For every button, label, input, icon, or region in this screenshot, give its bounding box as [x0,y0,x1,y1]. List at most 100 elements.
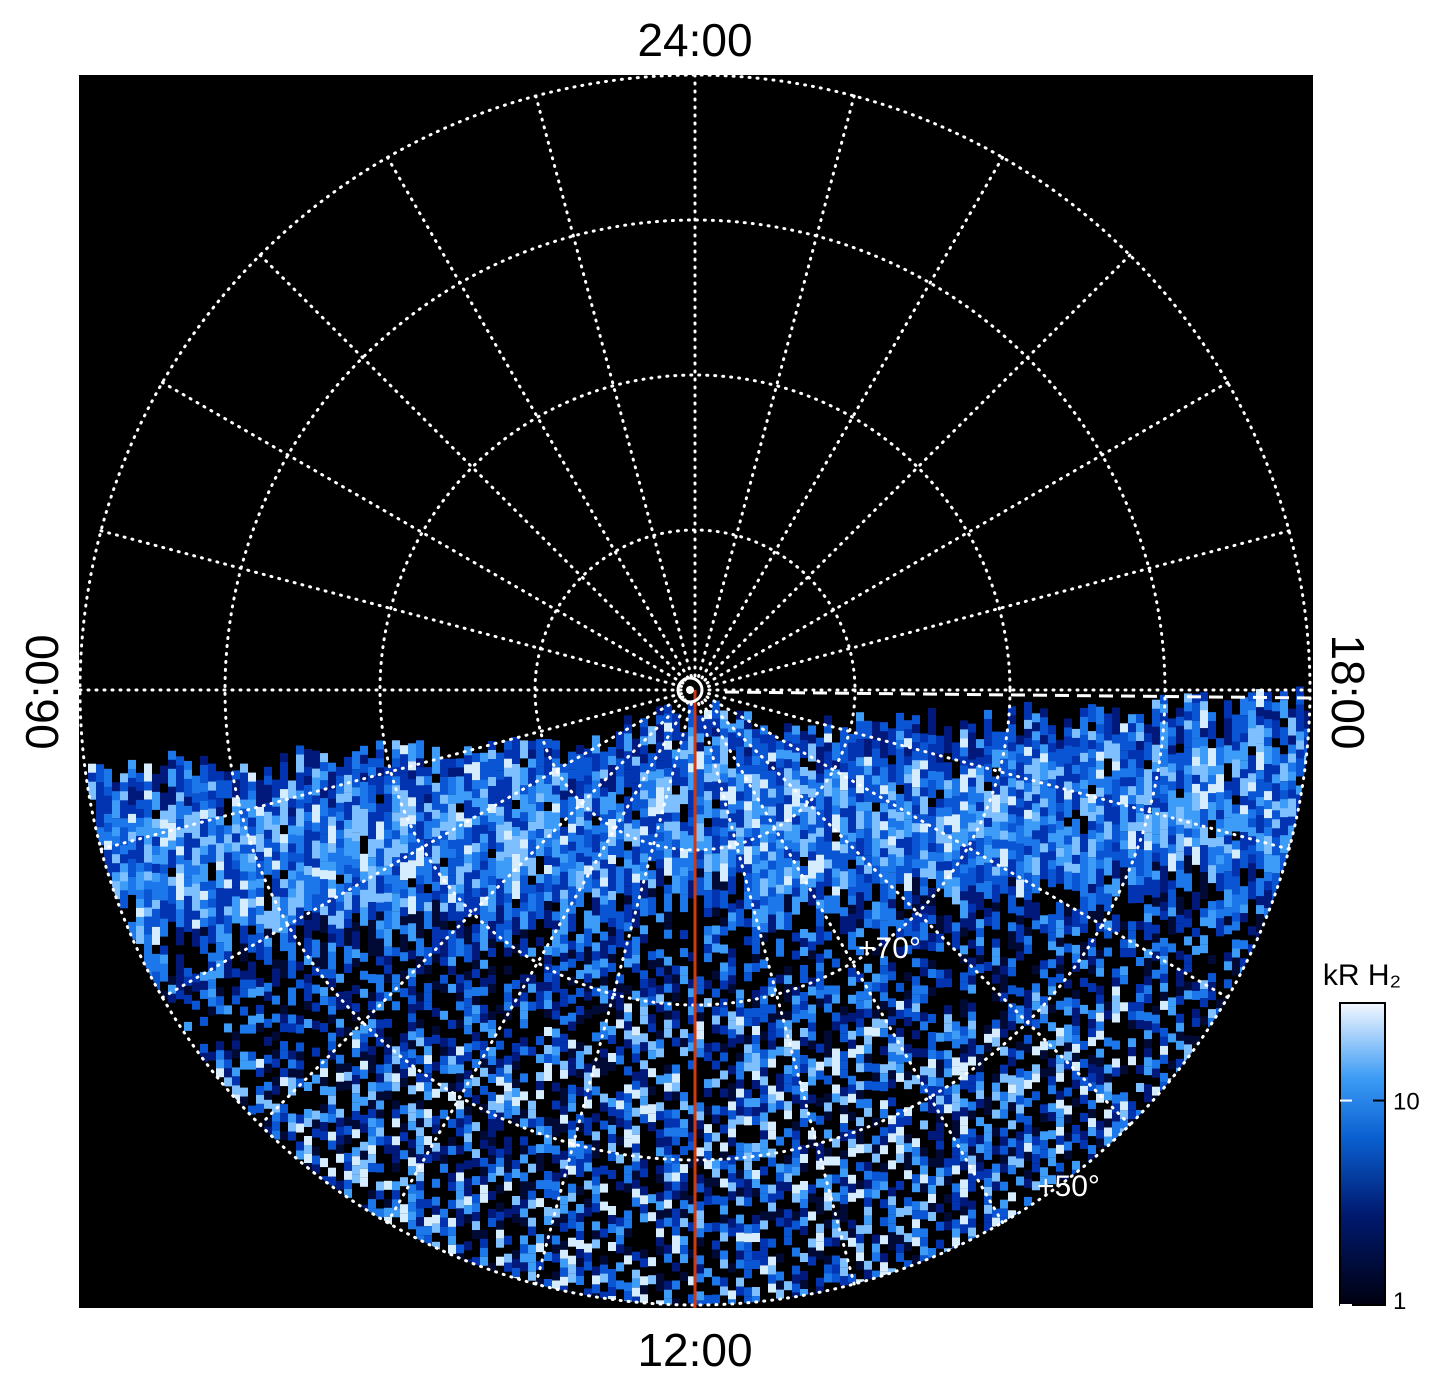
emission-cell [336,1000,344,1010]
emission-cell [832,958,840,968]
emission-cell [944,735,952,754]
emission-cell [1136,1020,1144,1029]
emission-cell [1112,1058,1120,1068]
emission-cell [656,1228,664,1238]
emission-cell [688,736,696,755]
emission-cell [360,1123,368,1133]
emission-cell [512,1106,520,1115]
emission-cell [768,770,776,789]
emission-cell [680,1218,688,1228]
emission-cell [632,1269,640,1279]
emission-cell [672,1118,680,1128]
emission-cell [488,1155,496,1164]
emission-cell [872,1063,880,1073]
emission-cell [784,1110,792,1120]
emission-cell [1232,957,1240,967]
emission-cell [800,1010,808,1019]
emission-cell [696,976,704,986]
emission-cell [1008,1012,1016,1022]
emission-cell [1080,1094,1088,1104]
emission-cell [792,1058,800,1068]
emission-cell [392,1109,400,1119]
emission-cell [912,1228,920,1238]
emission-cell [728,1263,736,1273]
emission-cell [664,1091,672,1101]
emission-cell [744,1116,752,1126]
emission-cell [656,796,664,815]
emission-cell [976,1072,984,1082]
emission-cell [560,1069,568,1079]
emission-cell [328,1095,336,1105]
emission-cell [296,754,304,773]
emission-cell [288,780,296,799]
emission-cell [984,1132,992,1142]
emission-cell [688,1195,696,1205]
emission-cell [992,1028,1000,1038]
emission-cell [1104,1064,1112,1074]
emission-cell [800,974,808,983]
emission-cell [656,1075,664,1085]
emission-cell [192,982,200,992]
emission-cell [488,1146,496,1155]
emission-cell [1224,979,1232,989]
emission-cell [352,949,360,959]
emission-cell [984,844,992,863]
emission-cell [616,1055,624,1065]
emission-cell [360,1159,368,1169]
emission-cell [408,1085,416,1095]
emission-cell [760,1193,768,1203]
emission-cell [424,983,432,993]
emission-cell [856,973,864,983]
emission-cell [664,1073,672,1083]
emission-cell [1112,977,1120,987]
emission-cell [288,1014,296,1024]
emission-cell [624,1210,632,1220]
emission-cell [664,965,672,975]
emission-cell [784,1047,792,1057]
emission-cell [392,947,400,957]
emission-cell [904,783,912,802]
emission-cell [976,1171,984,1181]
emission-cell [1192,891,1200,910]
emission-cell [1000,1154,1008,1164]
emission-cell [1032,983,1040,993]
emission-cell [768,869,776,888]
emission-cell [608,792,616,810]
emission-cell [256,1094,264,1104]
emission-cell [1048,959,1056,969]
emission-cell [184,1021,192,1031]
emission-cell [736,1052,744,1062]
emission-cell [568,1066,576,1076]
emission-cell [1104,821,1112,840]
emission-cell [1120,975,1128,985]
emission-cell [664,1010,672,1020]
emission-cell [920,1075,928,1085]
emission-cell [592,960,600,970]
emission-cell [432,1007,440,1017]
emission-cell [160,846,168,865]
emission-cell [432,935,440,954]
emission-cell [632,1071,640,1081]
emission-cell [1144,958,1152,968]
emission-cell [496,905,504,924]
emission-cell [864,1035,872,1045]
emission-cell [920,1012,928,1022]
emission-cell [264,1063,272,1073]
emission-cell [1056,919,1064,929]
emission-cell [896,1234,904,1244]
emission-cell [696,1183,704,1193]
emission-cell [1128,921,1136,931]
emission-cell [512,836,520,854]
emission-cell [1080,896,1088,915]
emission-cell [720,1106,728,1116]
emission-cell [920,796,928,815]
emission-cell [1080,1004,1088,1014]
emission-cell [608,900,616,918]
emission-cell [1240,886,1248,905]
emission-cell [448,857,456,876]
emission-cell [936,1113,944,1123]
emission-cell [896,1063,904,1073]
emission-cell [424,1055,432,1065]
emission-cell [1200,998,1208,1008]
emission-cell [904,1170,912,1180]
